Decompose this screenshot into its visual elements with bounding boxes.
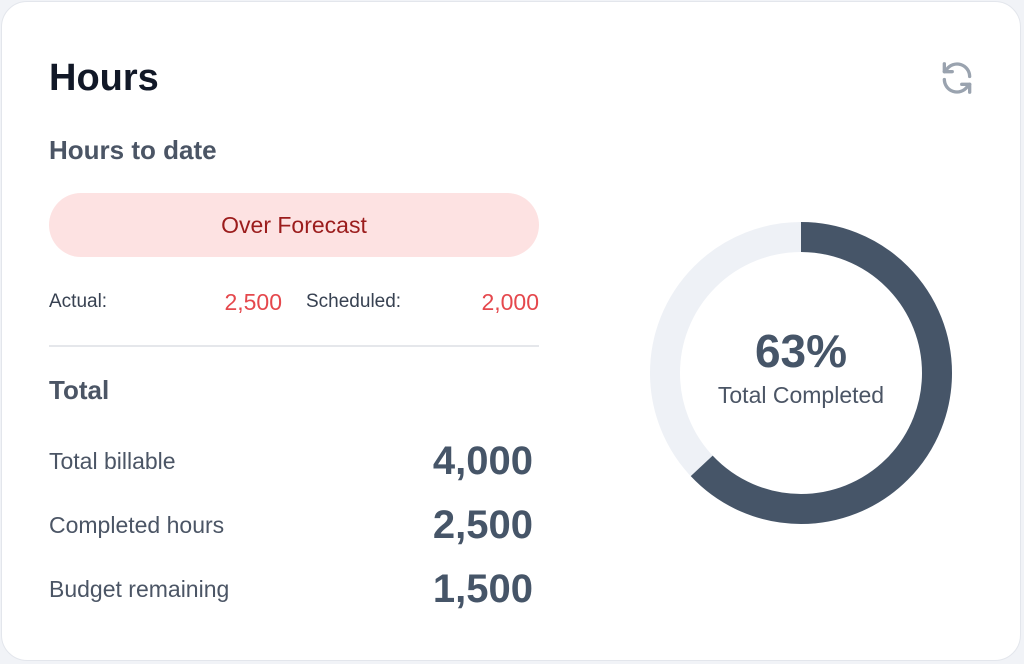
completion-percent: 63% [754, 325, 848, 377]
refresh-button[interactable] [935, 56, 979, 100]
actual-label: Actual: [49, 291, 108, 312]
budget-remaining-value: 1,500 [432, 567, 533, 611]
donut-chart [650, 222, 952, 524]
completed-hours-value: 2,500 [432, 503, 533, 547]
hours-to-date-heading: Hours to date [49, 135, 217, 165]
total-heading: Total [49, 375, 110, 405]
completed-hours-label: Completed hours [49, 512, 225, 538]
scheduled-value: 2,000 [481, 289, 539, 315]
card-title: Hours [49, 57, 159, 99]
scheduled-label: Scheduled: [306, 291, 402, 312]
section-divider [49, 345, 539, 347]
completion-caption: Total Completed [717, 382, 885, 408]
actual-value: 2,500 [224, 289, 282, 315]
donut-progress-arc [650, 222, 952, 524]
total-billable-value: 4,000 [432, 439, 533, 483]
budget-remaining-label: Budget remaining [49, 576, 230, 602]
completion-donut: 63% Total Completed [650, 222, 952, 524]
refresh-icon [942, 62, 972, 94]
over-forecast-badge: Over Forecast [49, 193, 539, 257]
total-billable-label: Total billable [49, 448, 176, 474]
